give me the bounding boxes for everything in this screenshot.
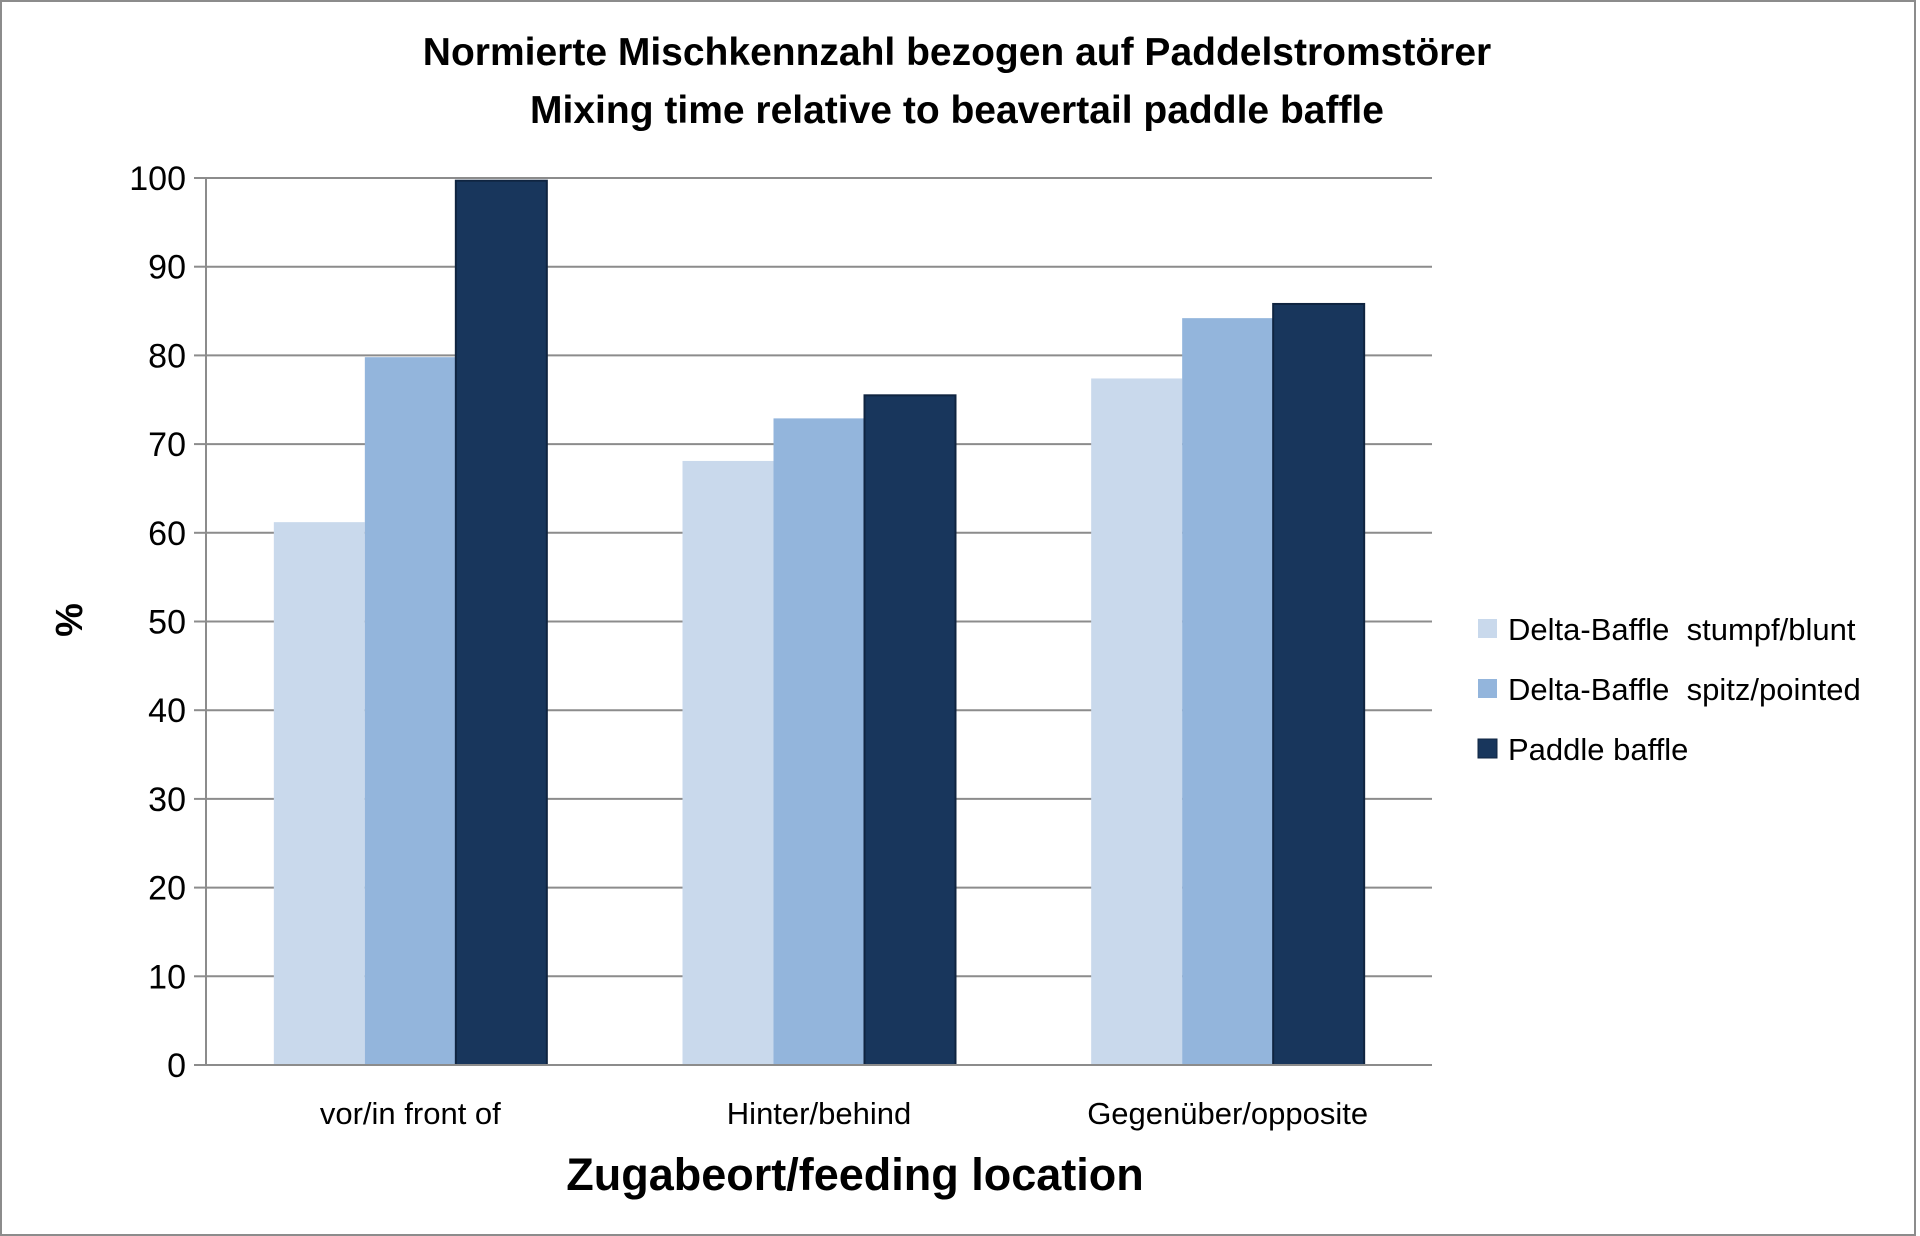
legend-swatch-1 <box>1478 619 1497 638</box>
chart-title-line2: Mixing time relative to beavertail paddl… <box>530 89 1384 132</box>
bar-1-1 <box>273 522 365 1065</box>
y-tick-label: 30 <box>148 781 186 819</box>
y-tick-label: 10 <box>148 958 186 996</box>
legend-label-1: Delta-Baffle stumpf/blunt <box>1508 612 1856 647</box>
bar-1-2 <box>682 460 774 1065</box>
y-tick-label: 60 <box>148 515 186 553</box>
axes <box>194 178 1432 1066</box>
bar-3-3 <box>1272 302 1366 1067</box>
legend-swatch-3 <box>1477 738 1498 759</box>
y-axis-title: % <box>49 603 91 637</box>
y-axis-ticks: 0 10 20 30 40 50 60 70 80 90 100 <box>129 160 206 1085</box>
x-axis-title: Zugabeort/feeding location <box>566 1149 1144 1200</box>
y-tick-label: 70 <box>148 426 186 464</box>
bar-2-1 <box>364 357 456 1065</box>
y-tick-label: 80 <box>148 337 186 375</box>
x-axis-categories: vor/in front of Hinter/behind Gegenüber/op… <box>320 1096 1368 1131</box>
bar-3-2 <box>863 394 957 1066</box>
x-category-label: vor/in front of <box>320 1096 501 1131</box>
legend-label-2: Delta-Baffle spitz/pointed <box>1508 672 1861 707</box>
legend-label-3: Paddle baffle <box>1508 732 1688 767</box>
bar-3-1 <box>454 179 548 1066</box>
y-tick-label: 50 <box>148 604 186 642</box>
legend: Delta-Baffle stumpf/blunt Delta-Baffle sp… <box>1477 612 1861 767</box>
bars <box>273 179 1366 1067</box>
bar-2-3 <box>1182 318 1274 1065</box>
x-category-label: Hinter/behind <box>727 1096 911 1131</box>
y-tick-label: 100 <box>129 160 186 198</box>
y-tick-label: 0 <box>167 1047 186 1085</box>
x-category-label: Gegenüber/opposite <box>1087 1096 1368 1131</box>
bar-2-2 <box>773 418 865 1065</box>
y-tick-label: 90 <box>148 249 186 287</box>
y-tick-label: 40 <box>148 692 186 730</box>
bar-1-3 <box>1091 378 1183 1065</box>
legend-swatch-2 <box>1478 679 1497 698</box>
y-tick-label: 20 <box>148 870 186 908</box>
chart-title-line1: Normierte Mischkennzahl bezogen auf Padd… <box>423 31 1491 74</box>
